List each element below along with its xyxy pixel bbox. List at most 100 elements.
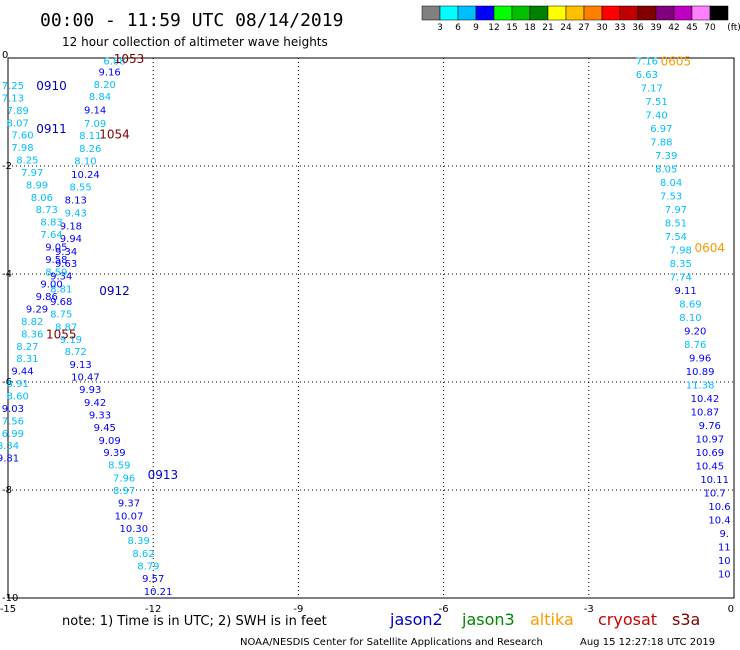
wave-height-value: 8.06 — [31, 193, 53, 204]
color-scale-swatch — [493, 5, 513, 21]
wave-height-value: 9.57 — [142, 574, 164, 585]
wave-height-value: 10.24 — [71, 170, 100, 181]
color-scale-swatch — [655, 5, 675, 21]
wave-height-value: 7.54 — [665, 232, 687, 243]
x-tick-label: 0 — [728, 604, 734, 615]
wave-height-value: 10.21 — [144, 587, 173, 598]
pass-time-label: 1055 — [46, 327, 77, 341]
wave-height-value: 8.82 — [21, 317, 43, 328]
wave-height-value: 8.39 — [128, 536, 150, 547]
wave-height-value: 9.09 — [99, 436, 121, 447]
wave-height-value: 8.91 — [7, 379, 29, 390]
wave-height-value: 7.98 — [670, 246, 692, 257]
wave-height-value: 9.13 — [69, 360, 91, 371]
wave-height-value: 8.51 — [665, 219, 687, 230]
wave-height-value: 8.79 — [137, 562, 159, 573]
wave-height-value: 8.25 — [16, 156, 38, 167]
wave-height-value: 11 — [718, 543, 731, 554]
plot-frame — [7, 57, 735, 599]
satellite-legend-cryosat: cryosat — [598, 610, 657, 629]
color-scale-swatch — [457, 5, 477, 21]
wave-height-value: 8.07 — [7, 118, 29, 129]
wave-height-value: 7.56 — [2, 416, 24, 427]
color-scale-label: 15 — [506, 23, 517, 33]
color-scale-label: 45 — [686, 23, 697, 33]
wave-height-value: 8.62 — [132, 549, 154, 560]
color-scale-label: 33 — [614, 23, 625, 33]
wave-height-value: 9.58 — [45, 255, 67, 266]
wave-height-value: 9.96 — [689, 354, 711, 365]
color-scale-label: 30 — [596, 23, 608, 33]
wave-height-value: 10.47 — [71, 373, 100, 384]
pass-time-label: 0605 — [661, 55, 692, 69]
wave-height-value: 8.59 — [45, 267, 67, 278]
wave-height-value: 9.16 — [99, 68, 121, 79]
wave-height-value: 10.07 — [115, 511, 144, 522]
color-scale-label: (ft) — [727, 23, 740, 33]
color-scale-label: 24 — [560, 23, 572, 33]
wave-height-value: 9.18 — [60, 221, 82, 232]
wave-height-value: 9.43 — [65, 208, 87, 219]
wave-height-value: 9.45 — [94, 423, 116, 434]
wave-height-value: 10.30 — [120, 524, 149, 535]
wave-height-value: 10.89 — [686, 367, 715, 378]
satellite-legend-s3a: s3a — [672, 610, 700, 629]
color-scale-swatch — [601, 5, 621, 21]
pass-time-label: 0910 — [36, 79, 67, 93]
pass-time-label: 0911 — [36, 122, 67, 136]
wave-height-value: 8.35 — [670, 259, 692, 270]
wave-height-value: 9.11 — [674, 286, 696, 297]
wave-height-value: 10.11 — [700, 475, 729, 486]
color-scale-label: 12 — [488, 23, 499, 33]
color-scale-swatch — [511, 5, 531, 21]
wave-height-value: 7.97 — [21, 168, 43, 179]
color-scale-label: 3 — [437, 23, 443, 33]
color-scale-swatch — [565, 5, 585, 21]
y-tick-label: -4 — [2, 269, 12, 280]
color-scale-swatch — [691, 5, 711, 21]
plot-area: -15 -12 -9 -6 -3 0 0-2-4-6-8-10 6.889.168.208… — [0, 50, 735, 615]
wave-height-value: 7.96 — [113, 474, 135, 485]
satellite-legend-jason2: jason2 — [389, 610, 443, 629]
wave-height-value: 9. — [720, 529, 730, 540]
wave-height-value: 8.34 — [0, 441, 19, 452]
observations: 6.889.168.208.84 9.14 7.098.11 8.26 8.10 10.2… — [0, 57, 731, 598]
color-scale-swatch — [421, 5, 441, 21]
wave-height-value: 8.26 — [79, 144, 101, 155]
wave-height-value: 8.10 — [679, 313, 701, 324]
wave-height-value: 8.20 — [94, 80, 116, 91]
color-scale-label: 6 — [455, 23, 461, 33]
footer-credit: NOAA/NESDIS Center for Satellite Applica… — [240, 637, 543, 648]
wave-height-value: 7.98 — [11, 143, 33, 154]
pass-time-label: 0604 — [695, 241, 726, 255]
wave-height-value: 8.27 — [16, 342, 38, 353]
wave-height-value: 9.42 — [84, 398, 106, 409]
color-scale: 3 6 9 12 15 18 21 24 27 30 33 36 39 42 45 70 (ft) — [421, 5, 740, 33]
pass-time-label: 0913 — [148, 468, 179, 482]
wave-height-value: 7.16 — [636, 57, 658, 68]
color-scale-swatch — [709, 5, 729, 21]
x-tick-label: -12 — [145, 604, 161, 615]
wave-height-value: 9.81 — [0, 454, 19, 465]
wave-height-value: 8.13 — [65, 195, 87, 206]
chart-subtitle: 12 hour collection of altimeter wave hei… — [62, 35, 328, 49]
wave-height-value: 7.74 — [670, 273, 692, 284]
wave-height-value: 8.05 — [655, 165, 677, 176]
color-scale-swatch — [439, 5, 459, 21]
wave-height-value: 7.39 — [655, 151, 677, 162]
wave-height-value: 8.72 — [65, 347, 87, 358]
wave-height-value: 10 — [718, 556, 731, 567]
color-scale-label: 27 — [578, 23, 589, 33]
wave-height-value: 6.97 — [650, 124, 672, 135]
x-tick-label: -6 — [439, 604, 449, 615]
wave-height-value: 7.53 — [660, 192, 682, 203]
wave-height-value: 9.19 — [60, 335, 82, 346]
wave-height-value: 8.87 — [55, 322, 77, 333]
wave-height-value: 9.68 — [50, 297, 72, 308]
wave-height-value: 8.60 — [7, 392, 29, 403]
satellite-legend: jason2 jason3 altika cryosat s3a — [389, 610, 700, 629]
wave-height-value: 8.10 — [74, 157, 96, 168]
wave-height-value: 6.63 — [636, 70, 658, 81]
wave-height-value: 9.37 — [118, 498, 140, 509]
